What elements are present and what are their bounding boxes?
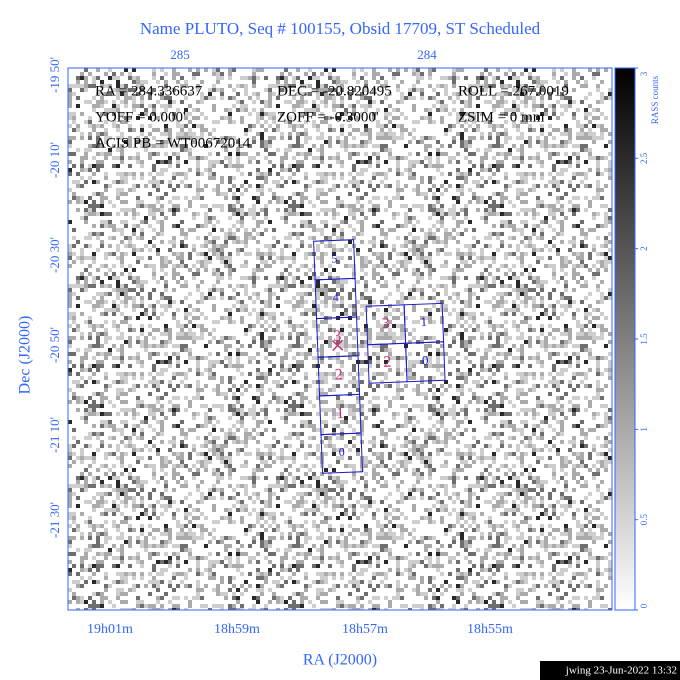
acis-i-label: 0 <box>422 352 429 367</box>
acis-i-label: 3 <box>382 315 391 332</box>
acis-s-label: 2 <box>334 366 343 383</box>
colorbar-tick-label: 0 <box>639 603 649 608</box>
left-tick-label: -20 50' <box>47 327 62 363</box>
acis-s-chip <box>320 432 364 474</box>
sky-image <box>68 68 612 610</box>
x-axis-label: RA (J2000) <box>303 652 377 669</box>
info-text: DEC = -20.820495 <box>277 83 392 99</box>
aimpoint-marker <box>331 339 344 352</box>
left-tick-label: -19 50' <box>47 57 62 93</box>
colorbar-tick-label: 1 <box>639 427 649 432</box>
info-text: ROLL = 267.0019 <box>458 83 569 99</box>
chip-overlay: 5 4 3 2 1 0 3 1 2 0 <box>313 239 446 474</box>
colorbar-tick-label: 1.5 <box>639 333 649 345</box>
colorbar-tick-label: 3 <box>639 71 649 76</box>
colorbar-tick-label: 2.5 <box>639 152 649 164</box>
left-tick-label: -21 30' <box>47 502 62 538</box>
bottom-tick-label: 18h57m <box>342 622 388 637</box>
acis-s-label: 3 <box>333 328 342 345</box>
info-text: ZSIM = 0 mm <box>458 109 545 125</box>
footer: jwing 23-Jun-2022 13:32 <box>565 665 677 677</box>
colorbar-tick-label: 2 <box>639 246 649 251</box>
left-tick-label: -21 10' <box>47 417 62 453</box>
acis-s-label: 4 <box>333 290 340 304</box>
footer-bg <box>540 661 680 680</box>
info-text: ZOFF = -0.3000' <box>277 109 379 125</box>
left-tick-label: -20 30' <box>47 237 62 273</box>
top-tick-label: 284 <box>417 47 437 62</box>
info-text: ACIS PB = WT00672014 <box>95 135 251 151</box>
bottom-tick-label: 19h01m <box>87 622 133 637</box>
colorbar-tick-label: 0.5 <box>639 514 649 526</box>
left-tick-label: -20 10' <box>47 142 62 178</box>
info-text: RA = 284.336637 <box>95 83 203 99</box>
plot-frame <box>67 67 613 611</box>
bottom-tick-label: 18h59m <box>214 622 260 637</box>
acis-i-label: 2 <box>383 354 392 371</box>
y-axis-label: Dec (J2000) <box>17 316 34 395</box>
acis-s-label: 0 <box>338 445 345 459</box>
colorbar-label: RASS counts <box>650 75 660 124</box>
title: Name PLUTO, Seq # 100155, Obsid 17709, S… <box>140 19 541 38</box>
bottom-tick-label: 18h55m <box>467 622 513 637</box>
info-text: YOFF = 0.000' <box>95 109 186 125</box>
acis-i-chip <box>405 341 446 383</box>
acis-i-label: 1 <box>420 314 427 329</box>
colorbar <box>614 67 636 611</box>
acis-s-label: 1 <box>336 405 345 422</box>
top-tick-label: 285 <box>170 47 190 62</box>
acis-s-label: 5 <box>331 251 338 265</box>
